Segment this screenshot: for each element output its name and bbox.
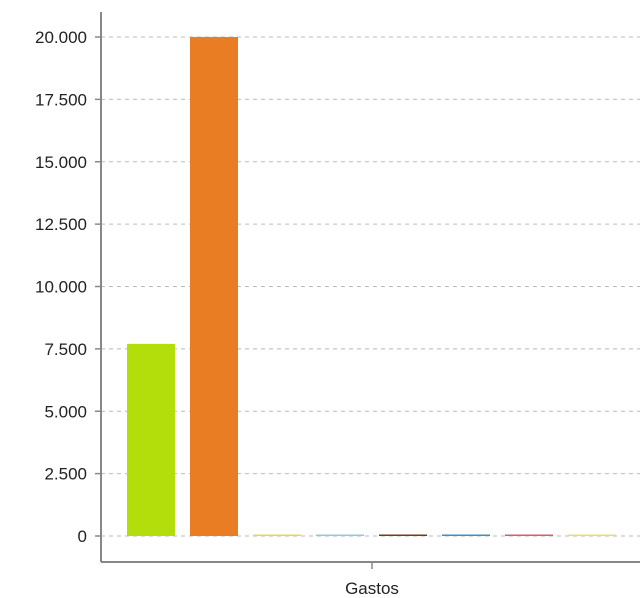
y-tick-label: 17.500 — [35, 90, 87, 109]
y-tick-label: 12.500 — [35, 215, 87, 234]
bar — [253, 534, 301, 536]
y-tick-label: 15.000 — [35, 153, 87, 172]
bar — [190, 37, 238, 536]
bar — [442, 534, 490, 536]
y-tick-label: 5.000 — [44, 402, 87, 421]
bar — [127, 343, 175, 536]
y-tick-label: 10.000 — [35, 278, 87, 297]
x-tick-label: Gastos — [345, 579, 399, 598]
bar — [316, 534, 364, 536]
bar — [568, 534, 616, 536]
y-tick-label: 7.500 — [44, 340, 87, 359]
y-tick-label: 20.000 — [35, 28, 87, 47]
y-tick-label: 2.500 — [44, 465, 87, 484]
bar — [379, 534, 427, 536]
bar — [505, 534, 553, 536]
bars — [127, 37, 616, 536]
grid-lines — [101, 36, 640, 537]
y-tick-label: 0 — [78, 527, 87, 546]
axis-labels: 0 2.500 5.000 7.500 10.000 12.500 15.000 17.500… — [35, 28, 399, 598]
axes — [95, 12, 640, 569]
